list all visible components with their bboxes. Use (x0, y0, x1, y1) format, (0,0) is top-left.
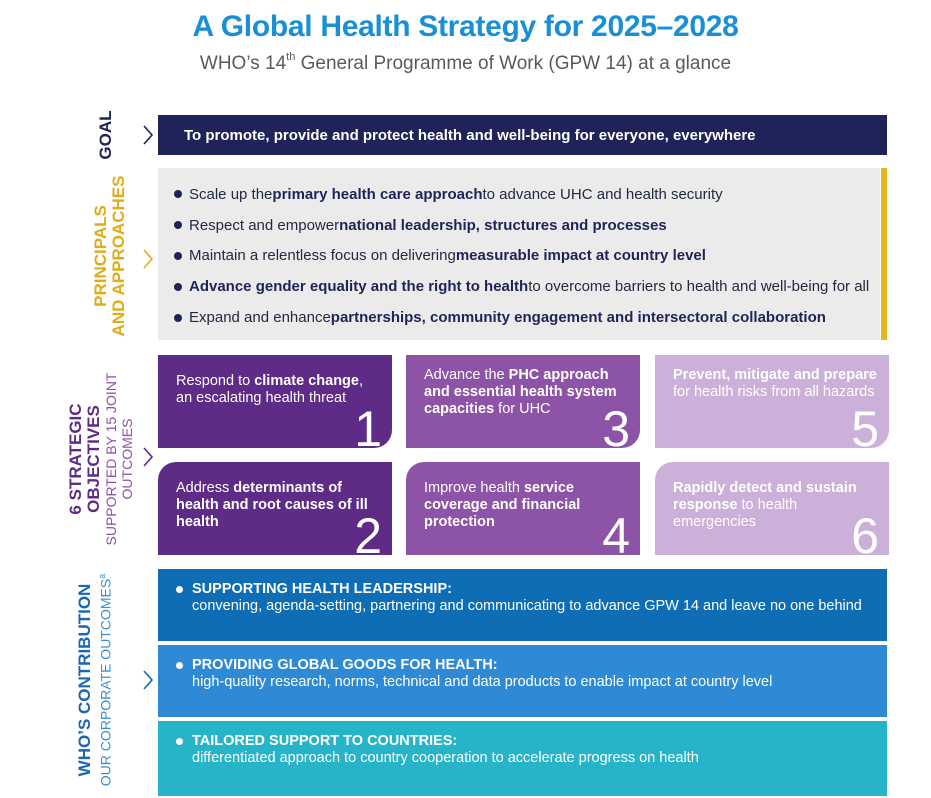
contribution-item-global-goods: PROVIDING GLOBAL GOODS FOR HEALTH: high-… (158, 645, 887, 717)
contribution-item-leadership: SUPPORTING HEALTH LEADERSHIP: convening,… (158, 569, 887, 641)
principle-item: Expand and enhance partnerships, communi… (174, 302, 880, 333)
goal-label: GOAL (96, 110, 115, 160)
bullet-icon (176, 737, 183, 745)
chevron-right-icon (142, 248, 154, 270)
objective-number: 3 (602, 401, 630, 457)
bullet-icon (176, 585, 183, 593)
bullet-icon (174, 251, 182, 260)
objectives-label: 6 STRATEGIC OBJECTIVES SUPPORTED BY 15 J… (66, 372, 135, 546)
objective-card-5: Prevent, mitigate and prepare for health… (655, 355, 889, 454)
principle-item: Advance gender equality and the right to… (174, 271, 880, 302)
bullet-icon (174, 313, 182, 322)
contribution-label: WHO’S CONTRIBUTION OUR CORPORATE OUTCOME… (75, 573, 114, 787)
bullet-icon (174, 221, 182, 230)
principles-accent-bar (881, 168, 887, 340)
page-title: A Global Health Strategy for 2025–2028 (192, 10, 739, 43)
objective-number: 1 (354, 401, 382, 457)
objective-card-3: Advance the PHC approach and essential h… (406, 355, 640, 454)
bullet-icon (174, 190, 182, 199)
objective-card-2: Address determinants of health and root … (158, 462, 392, 561)
chevron-right-icon (142, 124, 154, 146)
principle-item: Maintain a relentless focus on deliverin… (174, 241, 880, 272)
bullet-icon (174, 282, 182, 291)
objective-card-4: Improve health service coverage and fina… (406, 462, 640, 561)
page-subtitle: WHO’s 14th General Programme of Work (GP… (199, 51, 732, 74)
principles-panel: Scale up the primary health care approac… (158, 168, 880, 340)
principle-item: Scale up the primary health care approac… (174, 179, 880, 210)
objective-card-6: Rapidly detect and sustain response to h… (655, 462, 889, 561)
objective-number: 5 (851, 401, 879, 457)
principle-item: Respect and empower national leadership,… (174, 210, 880, 241)
objective-number: 6 (851, 508, 879, 564)
principles-label: PRINCIPALS AND APPROACHES (91, 175, 128, 337)
chevron-right-icon (142, 669, 154, 691)
bullet-icon (176, 661, 183, 669)
chevron-right-icon (142, 446, 154, 468)
contribution-item-country-support: TAILORED SUPPORT TO COUNTRIES: different… (158, 721, 887, 796)
goal-banner: To promote, provide and protect health a… (158, 115, 887, 155)
objective-number: 2 (354, 508, 382, 564)
objective-card-1: Respond to climate change, an escalating… (158, 355, 392, 454)
objective-number: 4 (602, 508, 630, 564)
